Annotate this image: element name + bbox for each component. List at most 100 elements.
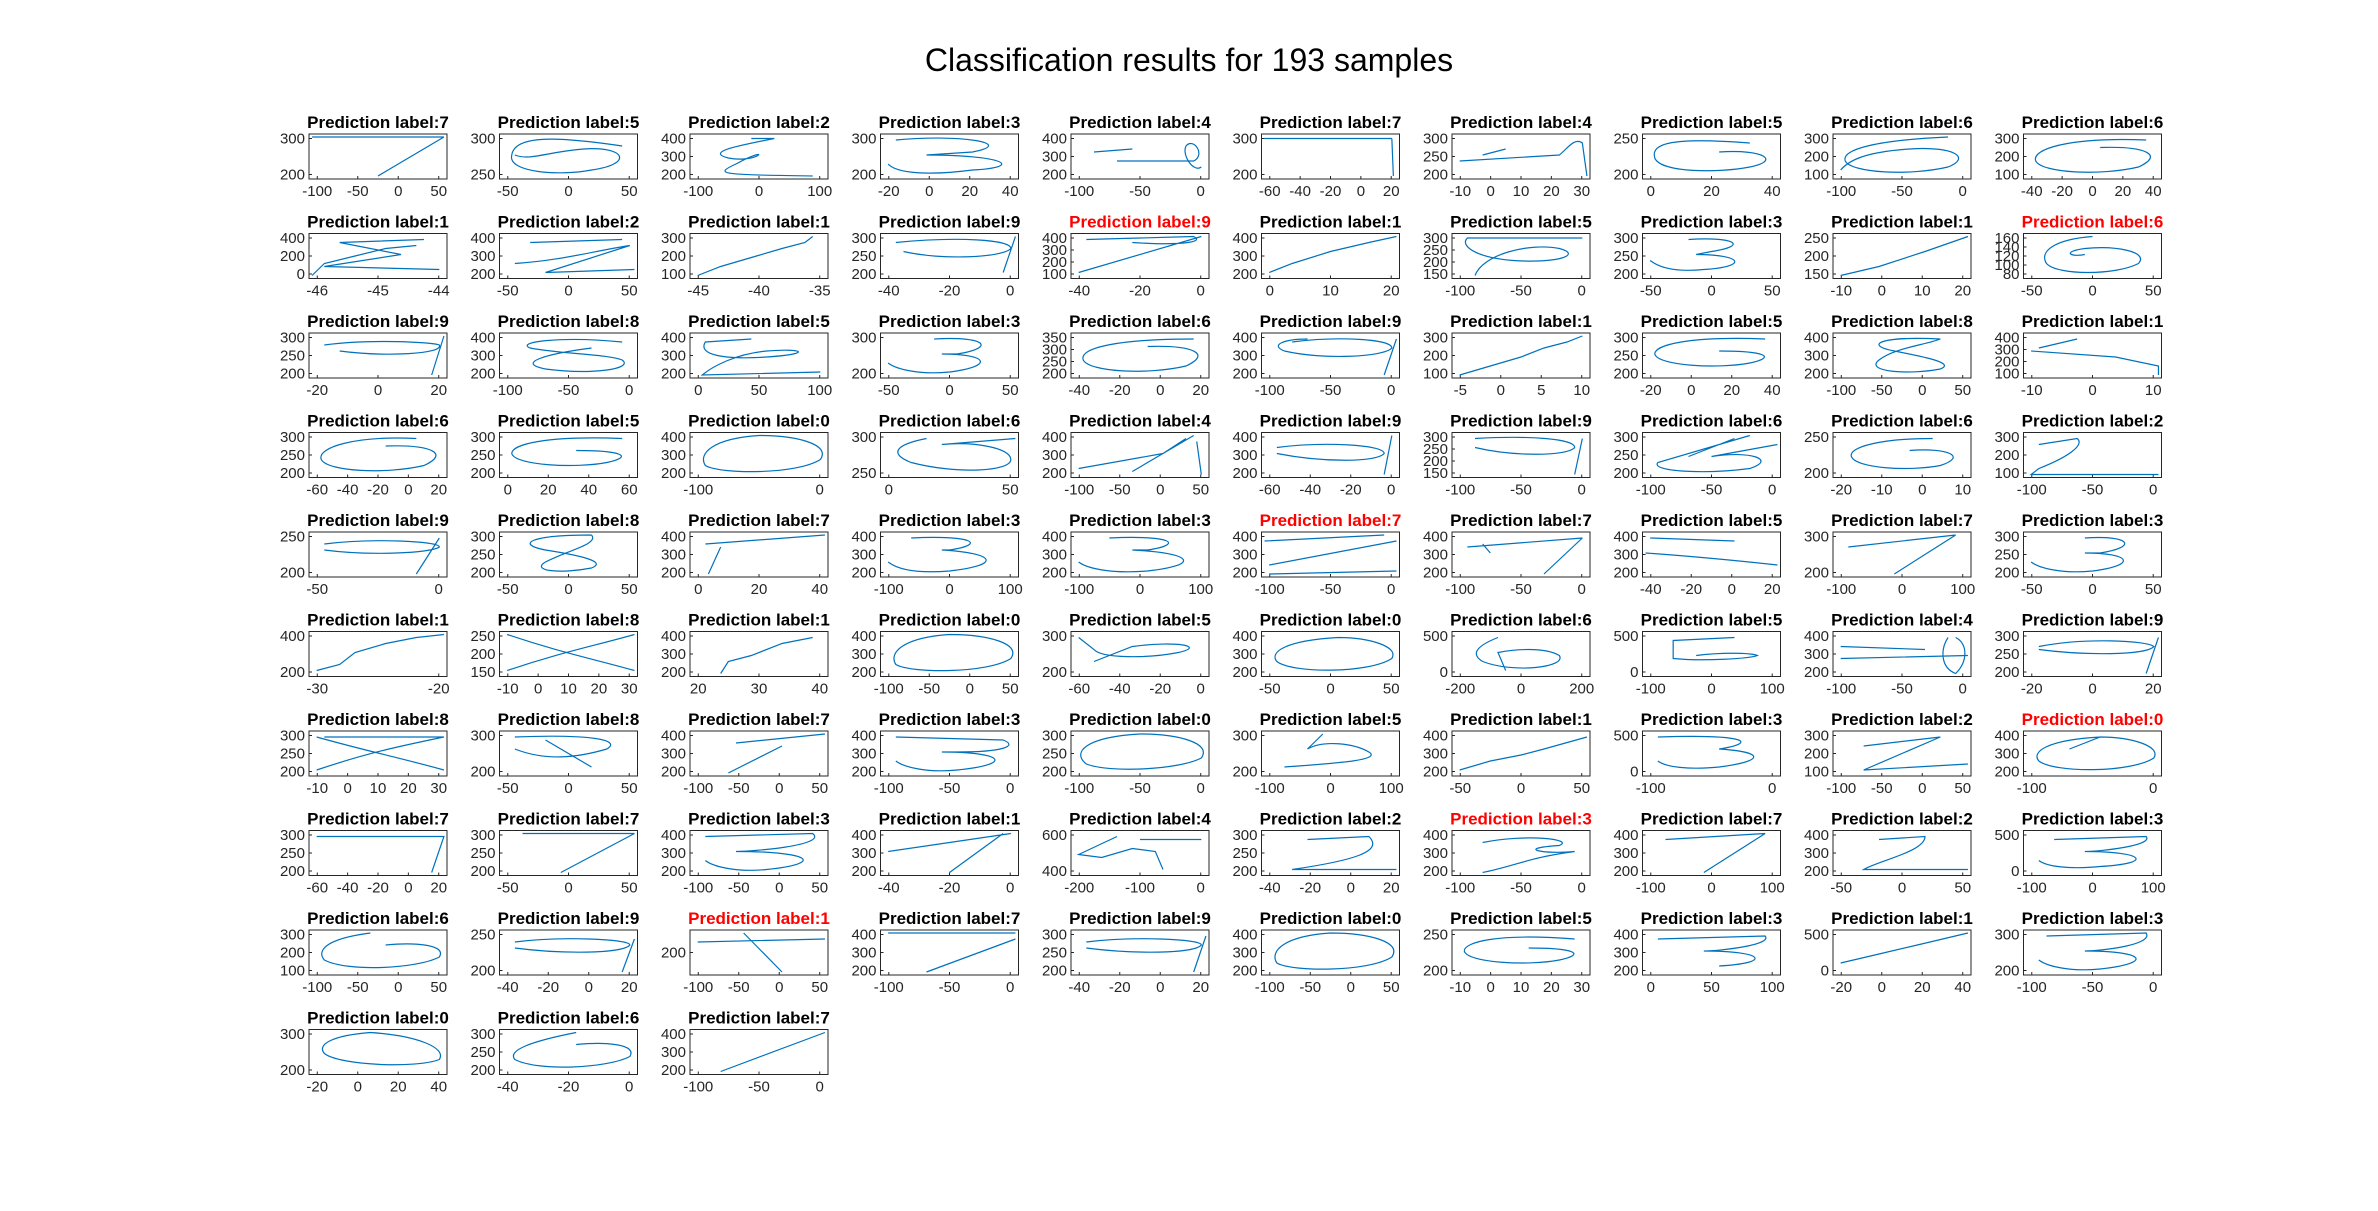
x-tick-label: 0 — [1266, 283, 1274, 300]
y-tick-label: 400 — [1232, 628, 1257, 645]
x-tick-label: 0 — [625, 1079, 633, 1096]
y-tick-label: 300 — [661, 447, 686, 464]
subplot-title: Prediction label:1 — [1260, 213, 1402, 232]
y-tick-label: 200 — [1804, 863, 1829, 880]
y-tick-label: 300 — [1613, 547, 1638, 564]
x-tick-label: -10 — [1830, 283, 1852, 300]
x-tick-label: -50 — [748, 1079, 770, 1096]
y-tick-label: 350 — [1042, 330, 1067, 347]
subplot-24: Prediction label:3 -50 0 50 200 300 — [851, 312, 1020, 399]
x-tick-label: -10 — [306, 780, 328, 797]
y-tick-label: 200 — [1613, 963, 1638, 980]
x-tick-label: -40 — [1068, 979, 1090, 996]
subplot-title: Prediction label:1 — [688, 611, 830, 630]
x-tick-label: 0 — [945, 382, 953, 399]
subplot-title: Prediction label:1 — [1831, 213, 1973, 232]
y-tick-label: 300 — [661, 547, 686, 564]
x-tick-label: 50 — [1954, 880, 1971, 897]
y-tick-label: 300 — [1232, 646, 1257, 663]
y-tick-label: 250 — [470, 1044, 495, 1061]
y-tick-label: 250 — [470, 628, 495, 645]
y-tick-label: 300 — [280, 131, 305, 148]
y-tick-label: 200 — [1804, 664, 1829, 681]
x-tick-label: 0 — [2088, 681, 2096, 698]
axes-box — [308, 432, 448, 478]
subplot-title: Prediction label:7 — [688, 1009, 830, 1028]
y-tick-label: 200 — [470, 266, 495, 283]
y-tick-label: 100 — [1804, 764, 1829, 781]
y-tick-label: 250 — [280, 348, 305, 365]
x-tick-label: -100 — [1445, 482, 1475, 499]
trajectory-line — [898, 439, 1016, 471]
y-tick-label: 250 — [1613, 348, 1638, 365]
y-tick-label: 300 — [661, 845, 686, 862]
x-tick-label: -50 — [1299, 979, 1321, 996]
x-tick-label: 20 — [591, 681, 608, 698]
y-tick-label: 300 — [470, 131, 495, 148]
x-tick-label: -50 — [1510, 482, 1532, 499]
axes-box — [1261, 531, 1400, 578]
y-tick-label: 200 — [280, 1062, 305, 1079]
subplot-title: Prediction label:9 — [307, 511, 449, 530]
x-tick-label: 20 — [1192, 979, 1209, 996]
x-tick-label: 0 — [435, 581, 443, 598]
y-tick-label: 300 — [851, 646, 876, 663]
x-tick-label: 50 — [621, 880, 638, 897]
x-tick-label: 0 — [2088, 283, 2096, 300]
x-tick-label: 50 — [430, 183, 447, 200]
axes-box — [689, 730, 829, 777]
trajectory-line — [1079, 537, 1184, 571]
subplot-title: Prediction label:6 — [2022, 113, 2164, 132]
y-tick-label: 200 — [1232, 366, 1257, 383]
y-tick-label: 200 — [661, 664, 686, 681]
x-tick-label: -100 — [302, 183, 332, 200]
subplot-title: Prediction label:9 — [879, 213, 1021, 232]
trajectory-line — [1460, 141, 1587, 176]
x-tick-label: 0 — [1197, 283, 1205, 300]
subplot-title: Prediction label:8 — [498, 511, 640, 530]
x-tick-label: 0 — [1486, 183, 1494, 200]
x-tick-label: 50 — [751, 382, 768, 399]
y-tick-label: 300 — [1804, 348, 1829, 365]
axes-box — [1070, 631, 1210, 677]
y-tick-label: 300 — [1232, 547, 1257, 564]
x-tick-label: -50 — [1830, 880, 1852, 897]
y-tick-label: 400 — [1804, 628, 1829, 645]
y-tick-label: 200 — [851, 266, 876, 283]
y-tick-label: 400 — [1232, 429, 1257, 446]
trajectory-line — [1464, 937, 1574, 963]
x-tick-label: 40 — [2145, 183, 2162, 200]
x-tick-label: -100 — [1826, 681, 1856, 698]
x-tick-label: -100 — [1636, 780, 1666, 797]
x-tick-label: 0 — [1878, 979, 1886, 996]
trajectory-line — [321, 438, 436, 471]
trajectory-line — [1841, 237, 1968, 276]
subplot-title: Prediction label:5 — [498, 412, 640, 431]
x-tick-label: -100 — [683, 1079, 713, 1096]
x-tick-label: -100 — [683, 482, 713, 499]
subplot-title: Prediction label:1 — [1831, 909, 1973, 928]
x-tick-label: 30 — [751, 681, 768, 698]
trajectory-line — [1275, 638, 1393, 671]
x-tick-label: 0 — [1578, 581, 1586, 598]
x-tick-label: 0 — [1357, 183, 1365, 200]
y-tick-label: 100 — [1994, 465, 2019, 482]
x-tick-label: 40 — [1764, 382, 1781, 399]
subplot-title: Prediction label:7 — [498, 810, 640, 829]
y-tick-label: 200 — [1804, 746, 1829, 763]
y-tick-label: 400 — [661, 1026, 686, 1043]
x-tick-label: -20 — [939, 880, 961, 897]
x-tick-label: -50 — [939, 979, 961, 996]
x-tick-label: 0 — [2088, 581, 2096, 598]
axes-box — [308, 233, 448, 279]
y-tick-label: 300 — [1613, 429, 1638, 446]
axes-box — [1642, 332, 1781, 379]
x-tick-label: -100 — [2017, 880, 2047, 897]
axes-box — [689, 432, 829, 478]
y-tick-label: 300 — [1994, 342, 2019, 359]
y-tick-label: 250 — [1994, 646, 2019, 663]
